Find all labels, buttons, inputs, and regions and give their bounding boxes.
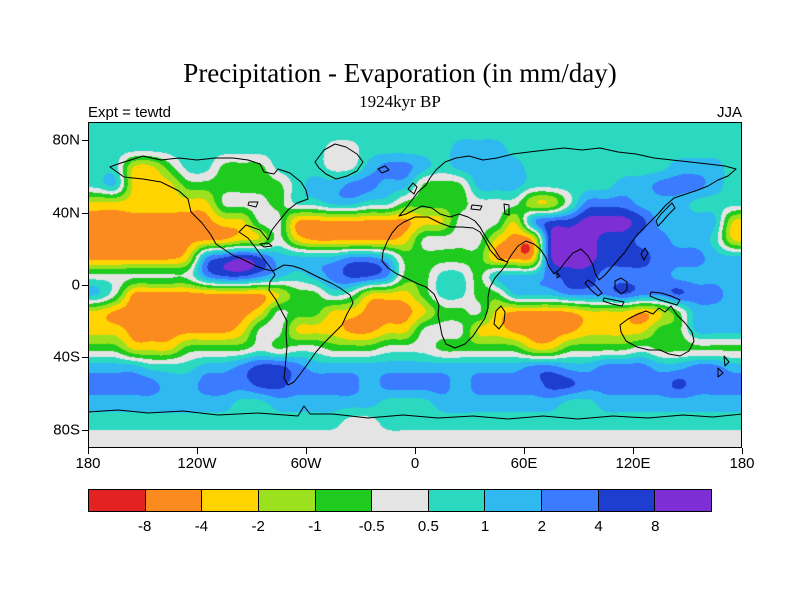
coastline-new-guinea	[649, 291, 681, 306]
colorbar-box	[654, 490, 712, 511]
lat-tick-mark	[82, 429, 88, 431]
lat-tick-mark	[82, 357, 88, 359]
coastline-antarctica	[88, 405, 742, 420]
plot-title: Precipitation - Evaporation (in mm/day)	[183, 58, 617, 88]
colorbar-tick-label: 8	[651, 518, 660, 535]
lake-caspian-sea	[503, 203, 510, 216]
colorbar-tick-label: 2	[537, 518, 546, 535]
colorbar-box	[314, 490, 372, 511]
lat-tick-label: 40S	[53, 348, 80, 366]
lon-tick-mark	[306, 448, 307, 454]
coastline-borneo	[614, 277, 628, 295]
lon-tick-label: 60W	[290, 455, 322, 472]
coastline-australia	[619, 305, 695, 357]
plot-frame	[88, 122, 742, 448]
colorbar-box	[484, 490, 542, 511]
colorbar-box	[257, 490, 315, 511]
colorbar-tick-label: -1	[308, 518, 322, 535]
coastline-sumatra	[584, 279, 603, 297]
lon-tick-label: 120W	[177, 455, 217, 472]
colorbar-box	[541, 490, 598, 511]
precipitation-evaporation-field	[88, 122, 742, 448]
colorbar-box	[89, 490, 145, 511]
lon-tick-mark	[415, 448, 416, 454]
colorbar-tick-label: -2	[251, 518, 265, 535]
lat-tick-mark	[82, 212, 88, 214]
colorbar-tick-label: -0.5	[358, 518, 385, 535]
lat-tick-label: 40N	[52, 204, 80, 222]
coastline-philippines	[640, 247, 649, 261]
lake-great-lakes	[247, 201, 259, 208]
lon-tick-mark	[88, 448, 89, 454]
lon-tick-label: 120E	[615, 455, 651, 472]
coastline-british-isles	[407, 182, 418, 195]
colorbar-tick-label: -4	[194, 518, 209, 535]
lon-tick-mark	[742, 448, 743, 454]
coastline-greenland	[314, 143, 364, 180]
lat-tick-label: 0	[71, 276, 80, 294]
lon-tick-mark	[197, 448, 198, 454]
colorbar-box	[144, 490, 202, 511]
coastline-new-zealand	[717, 355, 730, 378]
plot-subtitle: 1924kyr BP	[359, 92, 441, 111]
experiment-label: Expt = tewtd	[88, 104, 171, 121]
lon-tick-label: 0	[410, 455, 420, 472]
colorbar-box	[371, 490, 428, 511]
colorbar	[88, 489, 712, 512]
coastline-java	[602, 297, 625, 307]
lon-tick-label: 60E	[510, 455, 538, 472]
coastline-north-america	[109, 155, 309, 272]
colorbar-box	[201, 490, 258, 511]
lon-tick-label: 180	[729, 455, 755, 472]
coastline-eurasia	[398, 147, 737, 281]
lat-tick-mark	[82, 140, 88, 142]
lat-tick-mark	[82, 285, 88, 286]
lon-tick-mark	[633, 448, 634, 454]
colorbar-box	[427, 490, 485, 511]
colorbar-tick-label: -8	[138, 518, 152, 535]
coastline-japan	[655, 202, 676, 227]
coastline-iceland	[377, 165, 390, 174]
map-plot-area	[88, 122, 742, 448]
coastline-south-america	[268, 264, 354, 386]
lat-tick-label: 80N	[52, 131, 80, 149]
lat-tick-label: 80S	[53, 421, 80, 439]
colorbar-tick-label: 1	[480, 518, 490, 535]
coastline-madagascar	[493, 305, 506, 330]
colorbar-tick-label: 0.5	[417, 518, 439, 535]
coastline-cuba	[259, 242, 273, 248]
coastline-africa	[381, 216, 509, 349]
colorbar-box	[597, 490, 655, 511]
lake-black-sea	[470, 204, 483, 211]
colorbar-tick-label: 4	[594, 518, 603, 535]
lon-tick-mark	[524, 448, 525, 454]
coastlines-overlay	[88, 143, 742, 420]
lon-tick-label: 180	[75, 455, 101, 472]
season-label: JJA	[716, 104, 742, 121]
coastline-sri-lanka	[556, 272, 561, 279]
